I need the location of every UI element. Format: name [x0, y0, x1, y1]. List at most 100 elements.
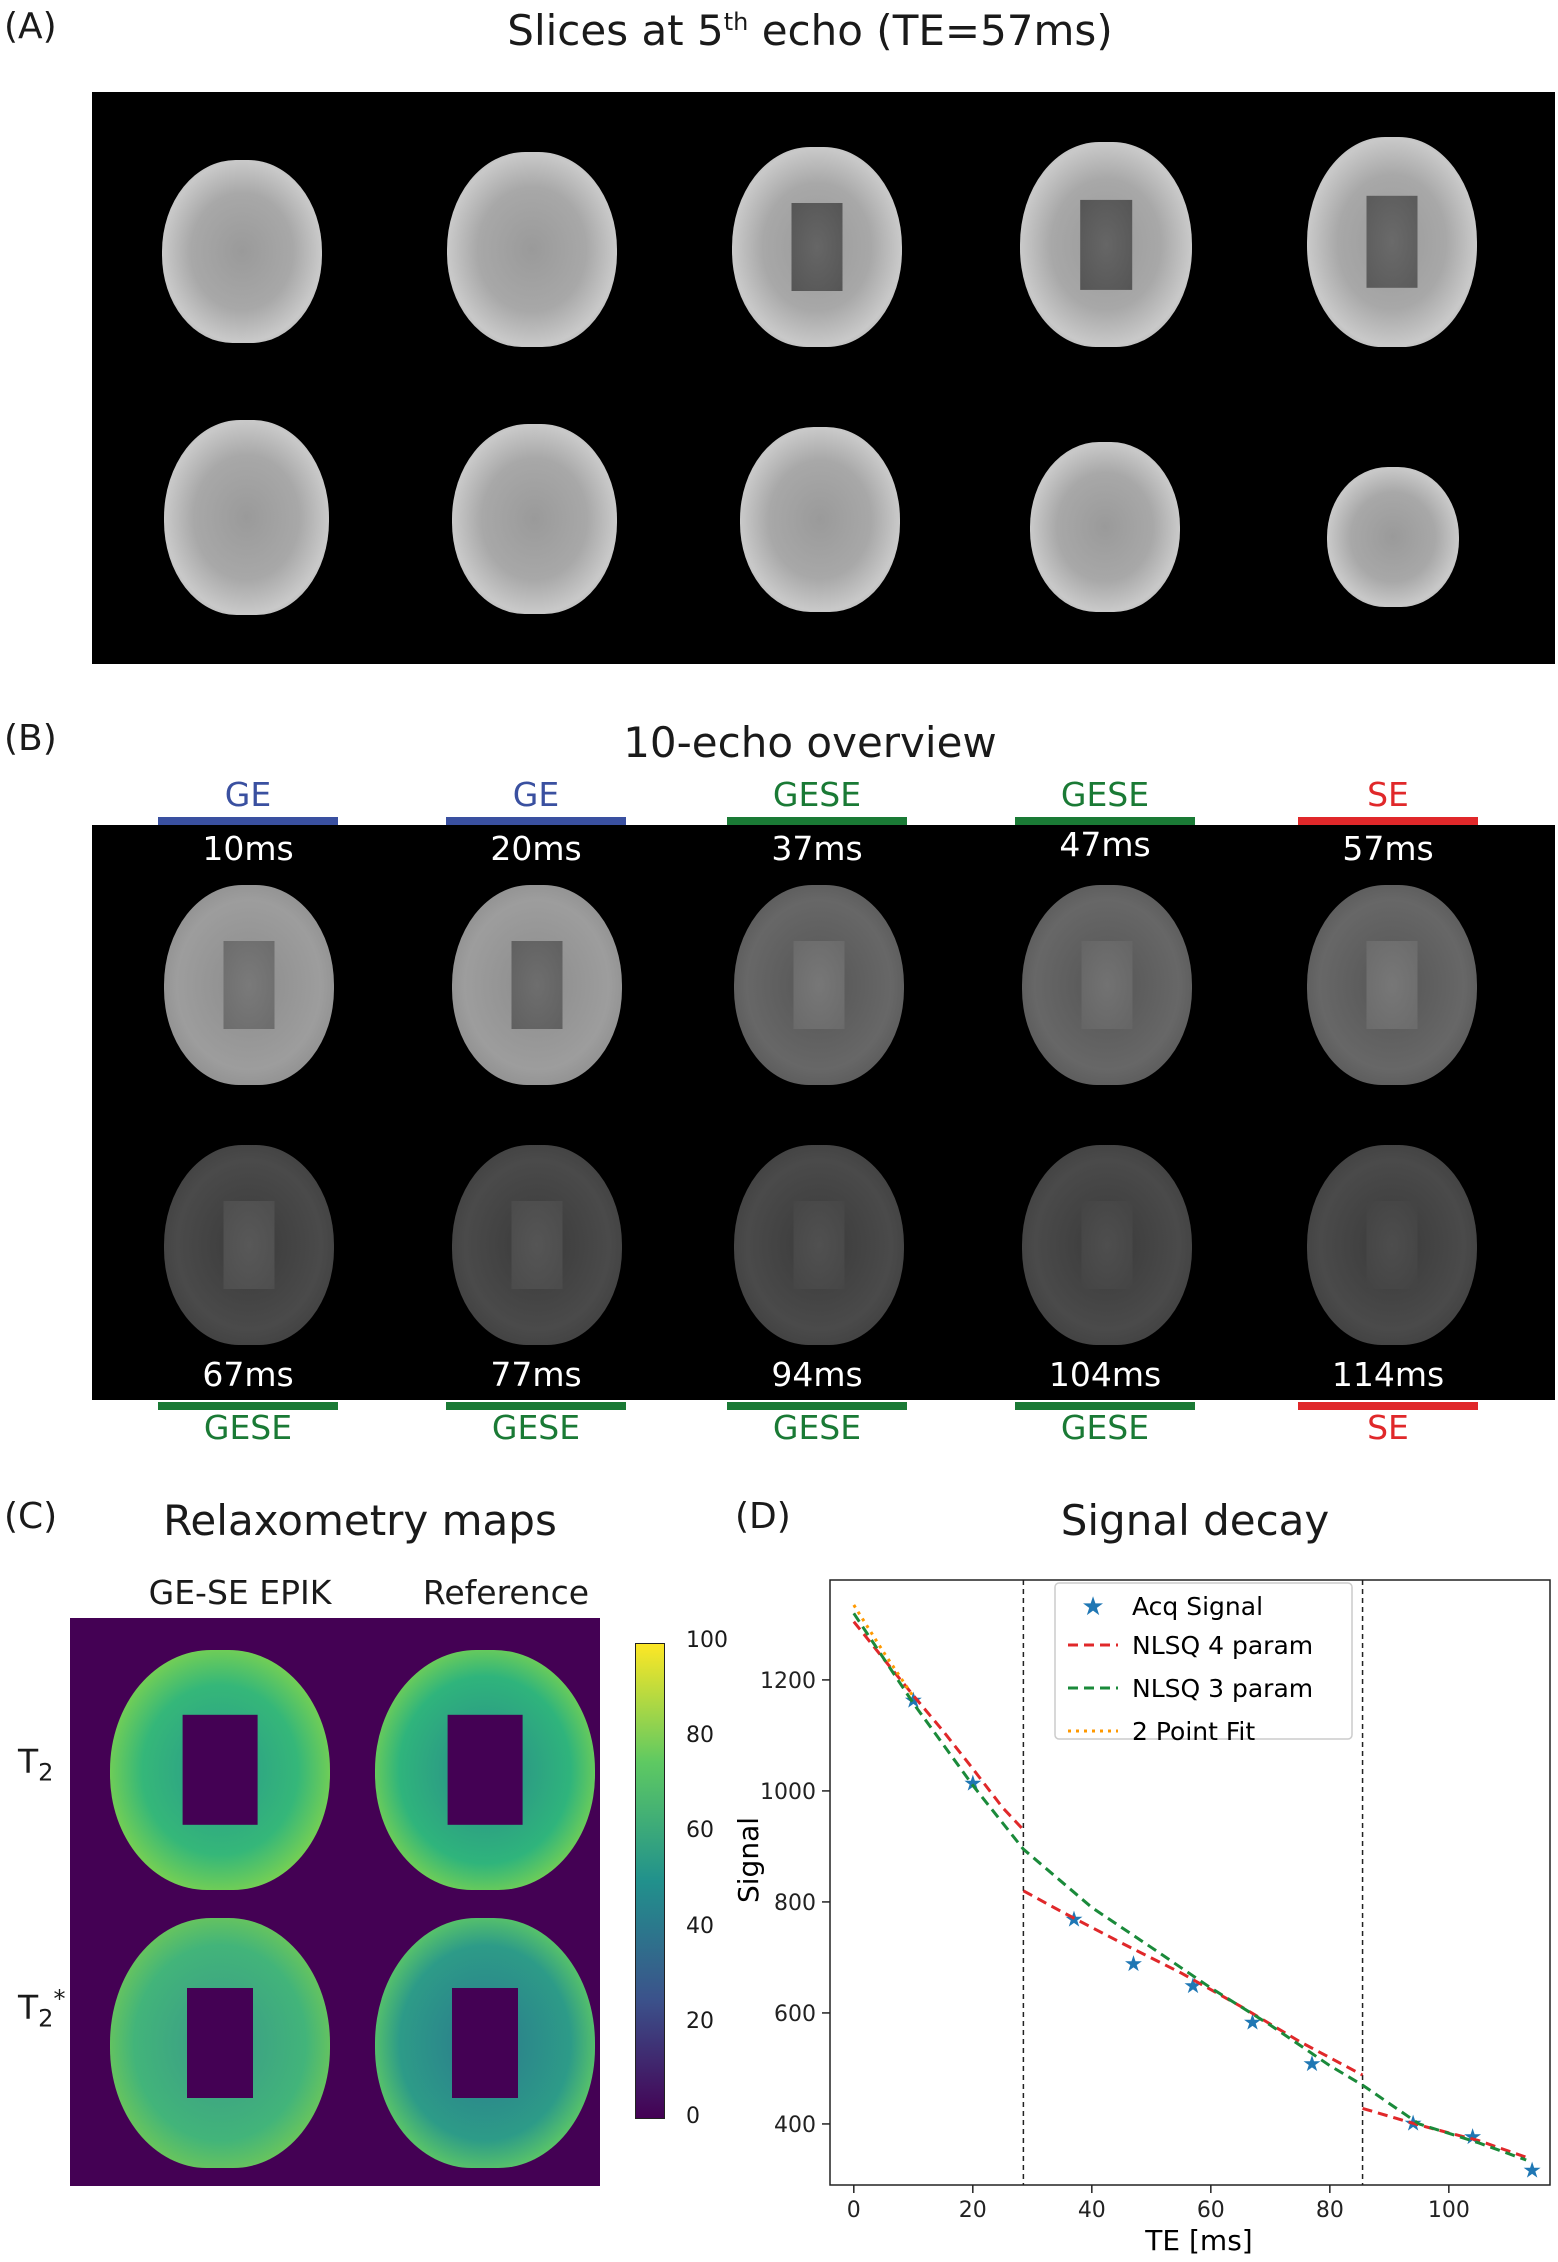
echo-te-9: 104ms	[1048, 1355, 1162, 1394]
data-point-star: ★	[1183, 1974, 1203, 1999]
brain-slice	[1020, 142, 1192, 347]
x-tick-label: 100	[1428, 2198, 1470, 2223]
legend-label-2pt: 2 Point Fit	[1132, 1717, 1255, 1746]
brain-echo	[734, 885, 904, 1085]
panel-a-title: Slices at 5th echo (TE=57ms)	[400, 6, 1220, 55]
y-tick-label: 1200	[760, 1669, 816, 1694]
echo-overview-image: 10ms 20ms 37ms 47ms 57ms 67ms 77ms 94ms …	[92, 825, 1555, 1400]
echo-te-10: 114ms	[1331, 1355, 1445, 1394]
brain-echo	[1022, 1145, 1192, 1345]
brain-slice	[1030, 442, 1180, 612]
data-point-star: ★	[1302, 2052, 1322, 2077]
panel-c-label: (C)	[4, 1496, 58, 1537]
brain-slice	[164, 420, 329, 615]
x-tick-label: 0	[847, 2198, 861, 2223]
echo-te-3: 37ms	[771, 829, 863, 868]
panel-b-label: (B)	[4, 718, 57, 759]
colorbar-tick: 0	[686, 2104, 700, 2129]
legend-label-nlsq4: NLSQ 4 param	[1132, 1631, 1313, 1660]
x-tick-label: 80	[1316, 2198, 1344, 2223]
echo-te-5: 57ms	[1342, 829, 1434, 868]
panel-a-title-rest: echo (TE=57ms)	[748, 6, 1113, 55]
fit-curve	[1022, 1889, 1364, 2077]
brain-echo	[452, 885, 622, 1085]
y-tick-label: 1000	[760, 1780, 816, 1805]
data-point-star: ★	[1064, 1908, 1084, 1933]
seq-label-bottom-3: GESE	[772, 1408, 862, 1447]
y-tick-label: 600	[774, 2002, 816, 2027]
t2star-map-reference	[375, 1918, 595, 2168]
echo-te-4: 47ms	[1059, 825, 1151, 864]
seq-bar-top-5	[1298, 817, 1478, 825]
seq-label-top-3: GESE	[772, 775, 862, 814]
signal-decay-chart: 0 20 40 60 80 10040060080010001200★★★★★★★★★★ …	[732, 1579, 1551, 2257]
row1-text: T	[18, 1742, 39, 1781]
data-point-star: ★	[1124, 1952, 1144, 1977]
colorbar-tick: 80	[686, 1723, 714, 1748]
brain-slice	[1307, 137, 1477, 347]
brain-slice	[1327, 467, 1459, 607]
seq-bar-top-3	[727, 817, 907, 825]
brain-echo	[452, 1145, 622, 1345]
echo-te-7: 77ms	[490, 1355, 582, 1394]
t2star-map-gesepik	[110, 1918, 330, 2168]
panel-c-title: Relaxometry maps	[163, 1496, 557, 1545]
panel-b-title: 10-echo overview	[623, 718, 997, 767]
row1-sub: 2	[38, 1758, 54, 1787]
panel-d-label: (D)	[735, 1496, 791, 1537]
y-tick-label: 400	[774, 2113, 816, 2138]
seq-label-bottom-2: GESE	[491, 1408, 581, 1447]
brain-slice	[447, 152, 617, 347]
panel-d-title: Signal decay	[1060, 1496, 1330, 1545]
seq-label-top-5: SE	[1367, 775, 1409, 814]
panel-c-row2: T2*	[18, 1985, 65, 2033]
slices-image	[92, 92, 1555, 664]
seq-bar-top-2	[446, 817, 626, 825]
legend-label-acq: Acq Signal	[1132, 1592, 1263, 1621]
panel-a-label: (A)	[4, 6, 57, 47]
seq-bar-bottom-5	[1298, 1402, 1478, 1410]
echo-te-6: 67ms	[202, 1355, 294, 1394]
seq-label-bottom-4: GESE	[1060, 1408, 1150, 1447]
brain-echo	[734, 1145, 904, 1345]
seq-bar-bottom-2	[446, 1402, 626, 1410]
fit-curve	[852, 1620, 1025, 1831]
brain-slice	[732, 147, 902, 347]
brain-echo	[164, 885, 334, 1085]
brain-slice	[740, 427, 900, 612]
seq-bar-bottom-1	[158, 1402, 338, 1410]
seq-bar-bottom-3	[727, 1402, 907, 1410]
fit-curve	[852, 1612, 1527, 2162]
legend-box	[1054, 1582, 1353, 1740]
seq-bar-top-1	[158, 817, 338, 825]
colorbar-tick: 100	[686, 1628, 728, 1653]
chart-legend: ★ Acq Signal NLSQ 4 param NLSQ 3 param 2…	[1054, 1582, 1353, 1746]
row2-text: T	[18, 1988, 39, 2027]
seq-label-top-1: GE	[224, 775, 272, 814]
panel-a-title-text: Slices at 5	[507, 6, 724, 55]
panel-c-row1: T2	[18, 1742, 53, 1787]
seq-label-top-4: GESE	[1060, 775, 1150, 814]
seq-bar-top-4	[1015, 817, 1195, 825]
data-point-star: ★	[1522, 2158, 1542, 2183]
echo-te-1: 10ms	[202, 829, 294, 868]
t2-map-reference	[375, 1650, 595, 1890]
row2-sup: *	[53, 1985, 66, 2013]
brain-echo	[1022, 885, 1192, 1085]
y-axis-label: Signal	[732, 1817, 765, 1903]
panel-c-col1: GE-SE EPIK	[148, 1573, 332, 1612]
brain-echo	[1307, 885, 1477, 1085]
t2-map-gesepik	[110, 1650, 330, 1890]
brain-echo	[164, 1145, 334, 1345]
brain-slice	[452, 424, 617, 614]
brain-slice	[162, 160, 322, 343]
legend-star-icon: ★	[1081, 1592, 1104, 1622]
echo-te-2: 20ms	[490, 829, 582, 868]
x-axis-label: TE [ms]	[1144, 2224, 1252, 2257]
seq-label-bottom-1: GESE	[203, 1408, 293, 1447]
colorbar-tick: 40	[686, 1914, 714, 1939]
fit-curve	[852, 1604, 915, 1698]
x-tick-label: 40	[1078, 2198, 1106, 2223]
colorbar-tick: 60	[686, 1818, 714, 1843]
relaxometry-maps	[70, 1618, 600, 2186]
